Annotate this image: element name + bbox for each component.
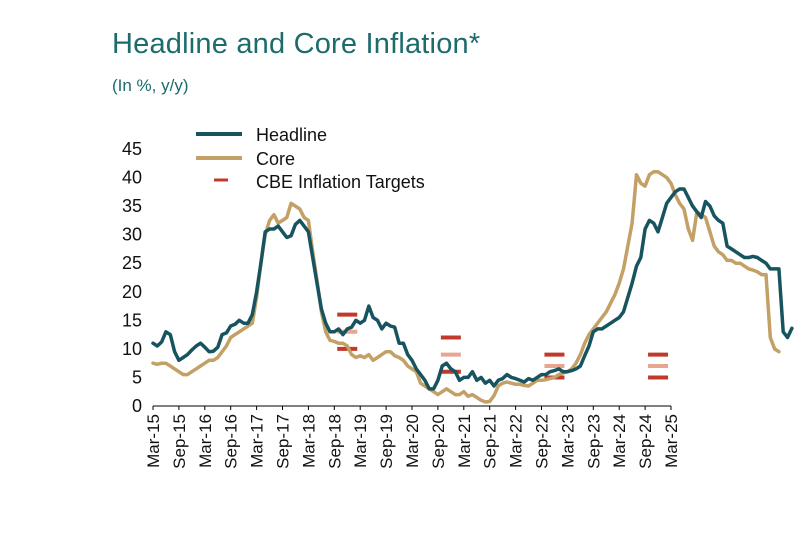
x-tick-label: Mar-20 [403,414,422,468]
target-marker [648,352,669,380]
y-tick-label: 40 [122,168,142,188]
x-tick-label: Mar-16 [196,414,215,468]
y-tick-label: 35 [122,196,142,216]
x-tick-label: Sep-23 [584,414,603,469]
x-tick-label: Mar-19 [351,414,370,468]
x-tick-label: Sep-16 [222,414,241,469]
x-tick-label: Sep-19 [377,414,396,469]
legend-label-targets: CBE Inflation Targets [256,172,425,192]
y-tick-label: 20 [122,282,142,302]
y-tick-label: 15 [122,310,142,330]
x-tick-label: Mar-21 [455,414,474,468]
x-tick-label: Mar-25 [662,414,681,468]
legend: Headline Core CBE Inflation Targets [196,125,425,192]
y-tick-label: 0 [132,396,142,416]
chart-title: Headline and Core Inflation* [112,28,481,60]
x-tick-label: Mar-18 [299,414,318,468]
x-tick-label: Mar-24 [610,414,629,468]
y-tick-label: 5 [132,367,142,387]
x-tick-label: Sep-21 [481,414,500,469]
legend-label-headline: Headline [256,125,327,145]
x-tick-label: Mar-15 [144,414,163,468]
y-tick-label: 25 [122,253,142,273]
x-tick-label: Mar-17 [248,414,267,468]
x-tick-label: Sep-20 [429,414,448,469]
x-tick-label: Mar-23 [558,414,577,468]
y-tick-label: 30 [122,225,142,245]
x-tick-label: Sep-15 [170,414,189,469]
target-marker [440,335,461,374]
x-tick-label: Mar-22 [507,414,526,468]
series-lines [151,170,794,404]
axes: 0 5 10 15 20 25 30 35 40 45 Mar-15 Sep-15 Mar-16 Sep-… [122,139,681,469]
y-tick-label: 10 [122,339,142,359]
series-line-core [151,170,781,404]
chart-subtitle: (In %, y/y) [112,76,189,95]
y-tick-label: 45 [122,139,142,159]
series-line-headline [151,187,794,391]
x-tick-label: Sep-24 [636,414,655,469]
legend-label-core: Core [256,149,295,169]
x-tick-label: Sep-17 [274,414,293,469]
x-tick-label: Sep-18 [325,414,344,469]
x-tick-label: Sep-22 [533,414,552,469]
